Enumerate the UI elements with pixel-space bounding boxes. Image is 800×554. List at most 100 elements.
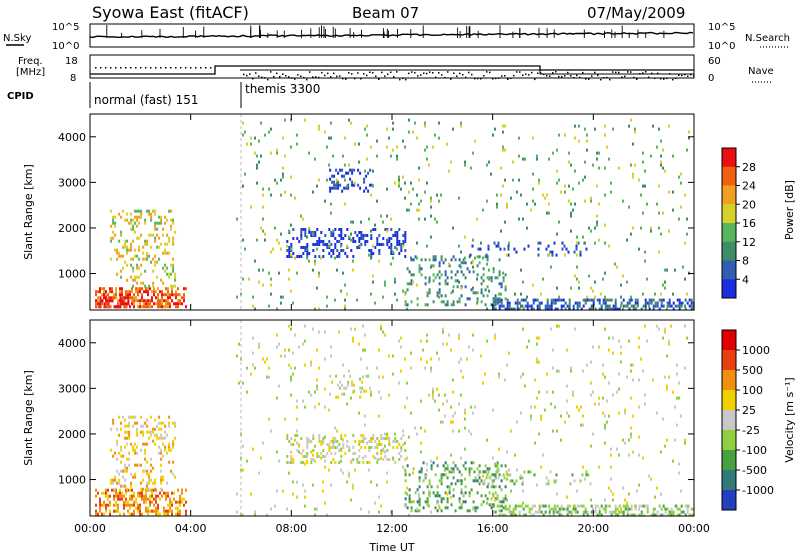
data-cell [552, 298, 555, 302]
data-cell [537, 241, 540, 245]
data-cell [672, 208, 674, 212]
data-cell [114, 221, 117, 225]
data-cell [608, 157, 610, 161]
data-cell [360, 390, 362, 394]
data-cell [147, 512, 149, 516]
data-cell [446, 342, 448, 346]
data-cell [306, 452, 309, 455]
data-cell [290, 366, 292, 370]
data-cell [454, 482, 457, 486]
data-cell [652, 378, 654, 382]
data-cell [304, 246, 307, 249]
data-cell [288, 229, 290, 233]
nave-dot [567, 71, 569, 74]
data-cell [306, 446, 309, 449]
data-cell [428, 276, 431, 280]
data-cell [185, 500, 187, 504]
data-cell [508, 301, 511, 305]
data-cell [506, 507, 509, 511]
data-cell [668, 342, 670, 346]
nave-dot [606, 76, 608, 79]
data-cell [330, 461, 333, 464]
data-cell [141, 491, 143, 495]
data-cell [644, 250, 646, 254]
data-cell [404, 249, 407, 252]
data-cell [550, 298, 553, 302]
data-cell [472, 348, 474, 352]
data-cell [438, 264, 441, 268]
nave-dot [303, 76, 305, 79]
data-cell [359, 395, 362, 399]
nave-dot [615, 71, 617, 74]
data-cell [436, 273, 439, 277]
data-cell [370, 193, 372, 197]
data-cell [130, 245, 133, 249]
data-cell [402, 289, 404, 293]
data-cell [504, 504, 507, 508]
data-cell [124, 218, 127, 222]
data-cell [438, 393, 440, 397]
data-cell [514, 513, 517, 517]
data-cell [496, 193, 498, 197]
data-cell [486, 497, 489, 501]
data-cell [118, 212, 121, 216]
data-cell [498, 298, 501, 302]
data-cell [448, 488, 451, 492]
data-cell [351, 383, 354, 387]
data-cell [139, 302, 141, 306]
data-cell [558, 298, 561, 302]
data-cell [418, 495, 420, 499]
data-cell [432, 145, 434, 149]
data-cell [567, 250, 570, 254]
data-cell [560, 513, 563, 517]
data-cell [532, 298, 535, 302]
data-cell [114, 224, 117, 228]
data-cell [129, 290, 131, 294]
data-cell [310, 234, 313, 237]
data-cell [456, 270, 459, 274]
data-cell [688, 504, 690, 508]
data-cell [322, 249, 325, 252]
data-cell [376, 154, 378, 158]
data-cell [436, 220, 438, 224]
data-cell [314, 444, 316, 448]
data-cell [584, 241, 586, 245]
colorbar-swatch [722, 470, 736, 491]
data-cell [460, 479, 463, 483]
data-cell [460, 124, 462, 128]
data-cell [177, 512, 179, 516]
data-cell [172, 236, 175, 240]
data-cell [662, 148, 664, 152]
data-cell [562, 304, 565, 308]
data-cell [172, 239, 175, 243]
data-cell [507, 244, 510, 248]
data-cell [492, 494, 495, 498]
nave-dot [531, 71, 533, 74]
data-cell [436, 456, 438, 460]
data-cell [348, 449, 351, 452]
data-cell [494, 336, 496, 340]
data-cell [154, 433, 157, 437]
data-cell [350, 327, 352, 331]
data-cell [388, 443, 391, 446]
data-cell [592, 298, 595, 302]
data-cell [394, 440, 397, 443]
data-cell [131, 287, 133, 291]
data-cell [134, 248, 137, 252]
data-cell [549, 250, 552, 254]
data-cell [343, 186, 346, 190]
data-cell [119, 287, 121, 291]
data-cell [438, 506, 441, 510]
data-cell [354, 468, 356, 472]
data-cell [660, 492, 662, 496]
data-cell [428, 492, 430, 496]
data-cell [494, 498, 496, 502]
nave-dot [423, 72, 425, 74]
nave-dot [429, 71, 431, 73]
data-cell [518, 154, 520, 158]
data-cell [138, 463, 141, 467]
data-cell [582, 423, 584, 427]
data-cell [634, 298, 637, 302]
data-cell [382, 295, 384, 299]
data-cell [139, 503, 141, 507]
